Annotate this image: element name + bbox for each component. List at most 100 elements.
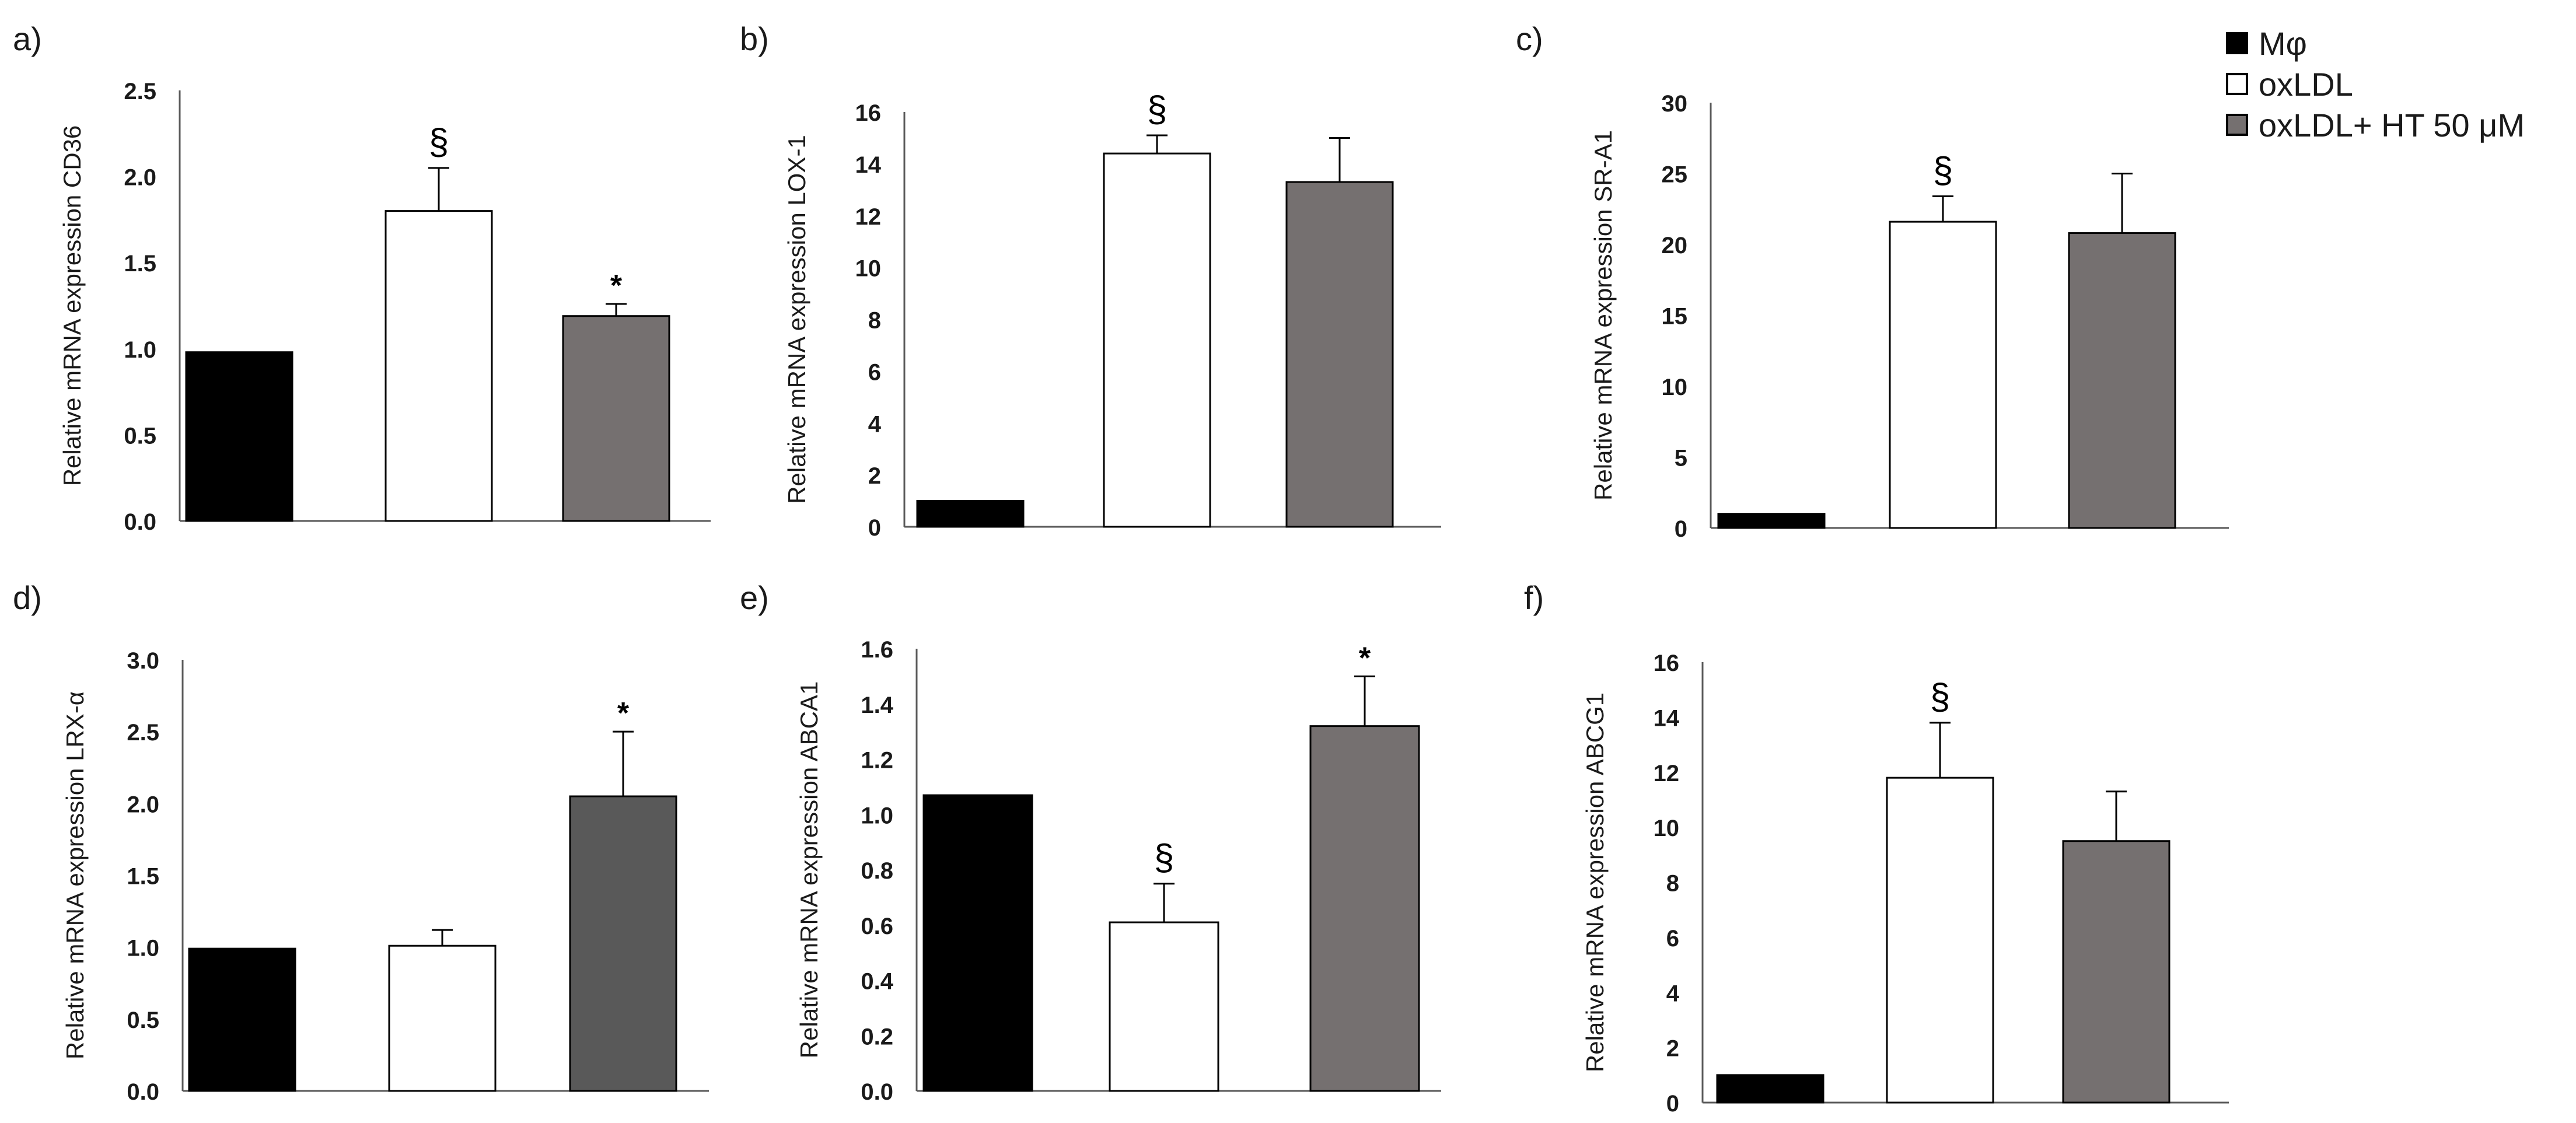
- tick-label-b-1: 2: [868, 463, 881, 489]
- tick-label-e-1: 0.2: [861, 1024, 893, 1049]
- panel-label-a: a): [13, 20, 42, 57]
- tick-label-a-3: 1.5: [124, 251, 156, 277]
- bar-a-0: [185, 351, 293, 522]
- annotation-a-1: §: [429, 122, 449, 162]
- annotation-f-1: §: [1930, 677, 1950, 717]
- panel-label-e: e): [740, 579, 769, 616]
- tick-label-e-7: 1.4: [861, 692, 893, 718]
- legend-label-mphi: Mφ: [2259, 25, 2307, 62]
- tick-label-c-0: 0: [1675, 516, 1687, 542]
- chart-c: 0 5 10 15 20 25 30 Relative mRNA expression SR-…: [1589, 91, 2229, 542]
- panel-label-b: b): [740, 20, 769, 57]
- y-axis-title-c: Relative mRNA expression SR-A1: [1589, 130, 1617, 501]
- bar-e-1: [1109, 921, 1219, 1092]
- tick-label-f-6: 12: [1654, 761, 1680, 786]
- annotation-d-2: *: [617, 697, 630, 730]
- tick-label-c-6: 30: [1662, 91, 1688, 117]
- tick-label-b-5: 10: [855, 256, 882, 282]
- annotation-e-1: §: [1154, 838, 1174, 878]
- tick-label-e-8: 1.6: [861, 637, 893, 663]
- annotation-a-2: *: [610, 269, 623, 303]
- bar-d-2: [569, 795, 677, 1092]
- tick-label-b-3: 6: [868, 359, 881, 385]
- tick-label-a-5: 2.5: [124, 79, 156, 104]
- legend-item-oxldl-ht: oxLDL+ HT 50 μM: [2226, 106, 2525, 144]
- tick-label-f-8: 16: [1654, 650, 1680, 676]
- tick-label-d-1: 0.5: [127, 1007, 159, 1033]
- panel-label-c: c): [1516, 20, 1543, 57]
- bar-f-0: [1716, 1074, 1824, 1104]
- legend-swatch-oxldl-ht: [2226, 114, 2248, 136]
- tick-label-f-2: 4: [1666, 981, 1680, 1006]
- tick-label-b-4: 8: [868, 308, 881, 334]
- tick-label-a-2: 1.0: [124, 337, 156, 363]
- bar-f-2: [2062, 840, 2170, 1104]
- y-axis-title-e: Relative mRNA expression ABCA1: [795, 681, 823, 1059]
- tick-label-d-3: 1.5: [127, 864, 159, 890]
- chart-f: 0 2 4 6 8 10 12 14 16 Relative mRNA expression AB…: [1581, 650, 2229, 1117]
- bar-d-0: [188, 947, 296, 1092]
- tick-label-d-2: 1.0: [127, 936, 159, 961]
- tick-label-e-3: 0.6: [861, 914, 893, 939]
- tick-label-f-3: 6: [1666, 926, 1679, 951]
- tick-label-e-4: 0.8: [861, 858, 893, 884]
- tick-label-f-7: 14: [1654, 705, 1680, 731]
- tick-label-e-5: 1.0: [861, 803, 893, 828]
- bar-c-2: [2068, 232, 2176, 529]
- chart-b: 0 2 4 6 8 10 12 14 16 Relative mRNA expression LO…: [783, 89, 1441, 541]
- y-axis-title-f: Relative mRNA expression ABCG1: [1581, 692, 1609, 1072]
- y-axis-title-a: Relative mRNA expression CD36: [58, 125, 86, 487]
- legend-item-oxldl: oxLDL: [2226, 65, 2525, 103]
- tick-label-a-1: 0.5: [124, 423, 156, 449]
- tick-label-e-0: 0.0: [861, 1079, 893, 1105]
- bar-b-0: [916, 500, 1025, 528]
- legend-swatch-mphi: [2226, 32, 2248, 54]
- tick-label-e-2: 0.4: [861, 969, 893, 995]
- tick-label-b-6: 12: [855, 204, 882, 230]
- tick-label-b-7: 14: [855, 152, 882, 178]
- tick-label-c-4: 20: [1662, 233, 1688, 258]
- annotation-c-1: §: [1933, 150, 1953, 190]
- y-axis-title-b: Relative mRNA expression LOX-1: [783, 135, 810, 504]
- tick-label-d-5: 2.5: [127, 720, 159, 746]
- tick-label-a-0: 0.0: [124, 509, 156, 535]
- tick-label-f-5: 10: [1654, 816, 1680, 841]
- y-axis-title-d: Relative mRNA expression LRX-α: [61, 691, 89, 1059]
- legend-swatch-oxldl: [2226, 73, 2248, 95]
- chart-d: 0.0 0.5 1.0 1.5 2.0 2.5 3.0 Relative mRNA expre…: [61, 648, 709, 1105]
- tick-label-d-6: 3.0: [127, 648, 159, 674]
- legend-label-oxldl-ht: oxLDL+ HT 50 μM: [2259, 106, 2525, 144]
- legend-label-oxldl: oxLDL: [2259, 65, 2353, 103]
- panel-label-d: d): [13, 579, 42, 616]
- tick-label-b-0: 0: [868, 515, 881, 541]
- tick-label-f-4: 8: [1666, 871, 1679, 897]
- tick-label-f-1: 2: [1666, 1036, 1679, 1062]
- legend: Mφ oxLDL oxLDL+ HT 50 μM: [2226, 25, 2525, 147]
- bar-a-1: [385, 210, 493, 522]
- chart-e: 0.0 0.2 0.4 0.6 0.8 1.0 1.2 1.4 1.6 Relative mRNA…: [795, 637, 1441, 1105]
- tick-label-b-8: 16: [855, 100, 882, 126]
- tick-label-d-4: 2.0: [127, 792, 159, 817]
- tick-label-c-3: 15: [1662, 304, 1688, 330]
- legend-item-mphi: Mφ: [2226, 25, 2525, 62]
- bar-b-2: [1285, 181, 1394, 528]
- tick-label-c-1: 5: [1675, 446, 1687, 471]
- tick-label-a-4: 2.0: [124, 165, 156, 191]
- bar-a-2: [562, 315, 670, 522]
- panel-label-f: f): [1524, 579, 1544, 616]
- bar-b-1: [1103, 152, 1211, 528]
- tick-label-d-0: 0.0: [127, 1079, 159, 1105]
- annotation-e-2: *: [1359, 641, 1371, 675]
- annotation-b-1: §: [1147, 89, 1167, 130]
- bar-e-0: [922, 794, 1033, 1092]
- tick-label-c-2: 10: [1662, 375, 1688, 400]
- bar-c-0: [1717, 513, 1826, 529]
- tick-label-b-2: 4: [868, 411, 882, 437]
- chart-a: 0.0 0.5 1.0 1.5 2.0 2.5 Relative mRNA expressi…: [58, 79, 711, 535]
- tick-label-e-6: 1.2: [861, 748, 893, 774]
- bar-f-1: [1886, 776, 1994, 1104]
- tick-label-c-5: 25: [1662, 162, 1688, 188]
- bar-c-1: [1889, 221, 1997, 529]
- bar-d-1: [388, 944, 497, 1092]
